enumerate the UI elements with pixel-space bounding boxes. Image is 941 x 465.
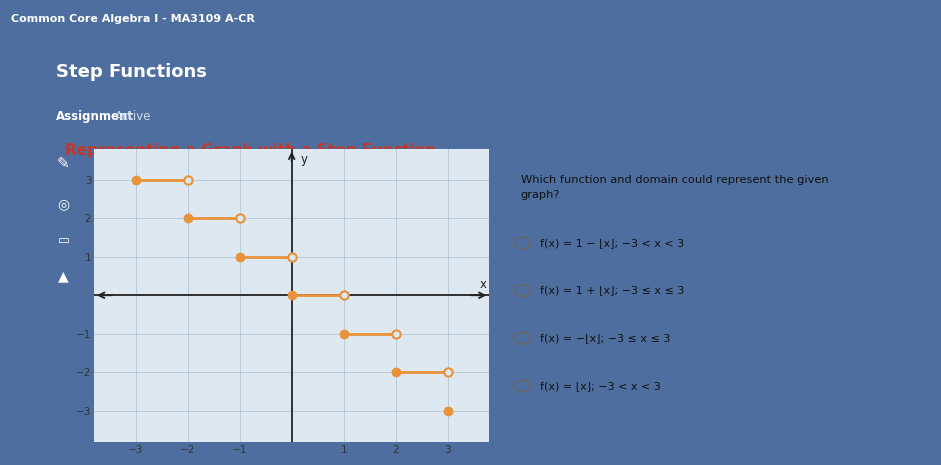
Text: Step Functions: Step Functions bbox=[56, 63, 207, 81]
Text: f(x) = −⌊x⌋; −3 ≤ x ≤ 3: f(x) = −⌊x⌋; −3 ≤ x ≤ 3 bbox=[540, 333, 670, 343]
Text: ▲: ▲ bbox=[58, 269, 69, 283]
Text: ✎: ✎ bbox=[57, 156, 70, 172]
Text: Common Core Algebra I - MA3109 A-CR: Common Core Algebra I - MA3109 A-CR bbox=[11, 13, 255, 24]
Text: Assignment: Assignment bbox=[56, 110, 134, 123]
Text: f(x) = 1 + ⌊x⌋; −3 ≤ x ≤ 3: f(x) = 1 + ⌊x⌋; −3 ≤ x ≤ 3 bbox=[540, 286, 684, 296]
Text: Active: Active bbox=[115, 110, 151, 123]
Text: Representing a Graph with a Step Function: Representing a Graph with a Step Functio… bbox=[65, 143, 436, 158]
Text: y: y bbox=[301, 153, 308, 166]
Text: Which function and domain could represent the given
graph?: Which function and domain could represen… bbox=[520, 175, 828, 200]
Text: ▭: ▭ bbox=[57, 234, 70, 247]
Text: f(x) = 1 − ⌊x⌋; −3 < x < 3: f(x) = 1 − ⌊x⌋; −3 < x < 3 bbox=[540, 238, 684, 248]
Text: ◎: ◎ bbox=[57, 198, 70, 212]
Text: x: x bbox=[480, 278, 486, 291]
Text: f(x) = ⌊x⌋; −3 < x < 3: f(x) = ⌊x⌋; −3 < x < 3 bbox=[540, 381, 661, 391]
